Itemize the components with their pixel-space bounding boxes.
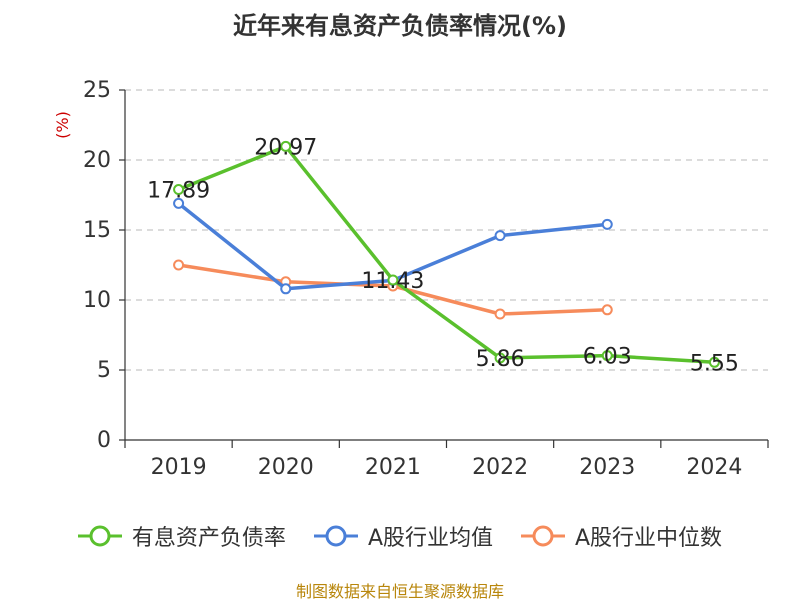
y-axis-label: (%) (53, 111, 72, 139)
series-point (280, 283, 292, 295)
x-tick-label: 2024 (686, 455, 742, 480)
legend-swatch-orange (521, 525, 565, 547)
series-point (494, 230, 506, 242)
data-label: 5.55 (690, 351, 739, 376)
data-label: 6.03 (583, 345, 632, 370)
series-point (601, 304, 613, 316)
source-note: 制图数据来自恒生聚源数据库 (295, 582, 504, 601)
series-point (173, 184, 185, 196)
series-point (173, 259, 185, 271)
y-tick-label: 0 (97, 428, 111, 453)
y-tick-label: 20 (83, 148, 111, 173)
data-label: 20.97 (254, 135, 317, 160)
series-point (280, 140, 292, 152)
legend-label: A股行业均值 (367, 526, 493, 551)
legend: 有息资产负债率 A股行业均值 A股行业中位数 (0, 520, 800, 552)
legend-label: A股行业中位数 (575, 526, 723, 551)
data-label: 11.43 (361, 269, 424, 294)
legend-label: 有息资产负债率 (131, 526, 286, 551)
chart-title: 近年来有息资产负债率情况(%) (233, 12, 567, 40)
data-label: 17.89 (147, 179, 210, 204)
x-tick-label: 2023 (579, 455, 635, 480)
series-point (494, 308, 506, 320)
legend-swatch-green (77, 525, 122, 547)
series-point (708, 356, 720, 368)
series-point (494, 352, 506, 364)
legend-swatch-blue (313, 525, 358, 547)
series-point (387, 274, 399, 286)
series-line (177, 144, 715, 365)
data-label: 5.86 (476, 347, 525, 372)
series-point (601, 218, 613, 230)
x-tick-label: 2021 (365, 455, 421, 480)
y-tick-label: 25 (83, 78, 111, 103)
legend-item-industry-mean[interactable]: A股行业均值 (313, 520, 493, 552)
series-point (173, 197, 185, 209)
x-tick-label: 2020 (258, 455, 314, 480)
x-tick-label: 2019 (151, 455, 207, 480)
x-tick-label: 2022 (472, 455, 528, 480)
y-tick-label: 15 (83, 218, 111, 243)
series-point (601, 350, 613, 362)
legend-item-industry-median[interactable]: A股行业中位数 (521, 520, 722, 552)
legend-item-interest-debt-ratio[interactable]: 有息资产负债率 (77, 520, 286, 552)
y-tick-label: 5 (97, 358, 111, 383)
y-tick-label: 10 (83, 288, 111, 313)
